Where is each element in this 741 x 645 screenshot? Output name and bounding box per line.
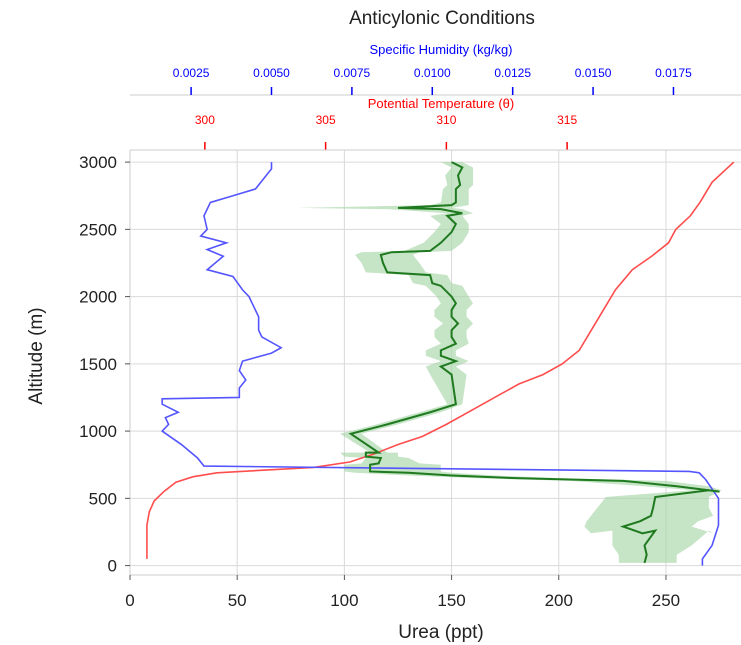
y-tick-label: 3000 [79, 153, 117, 172]
x-tick-label: 200 [545, 591, 573, 610]
theta-tick-label: 315 [557, 113, 577, 127]
y-tick-label: 1500 [79, 355, 117, 374]
theta-tick-label: 310 [436, 113, 456, 127]
x-tick-label: 150 [437, 591, 465, 610]
theta-tick-label: 305 [316, 113, 336, 127]
humidity-axis: 0.0025 0.0050 0.0075 0.0100 0.0125 0.0150 0.01… [130, 66, 741, 96]
humidity-tick-label: 0.0100 [414, 66, 451, 80]
theta-axis-label: Potential Temperature (θ) [368, 96, 514, 111]
x-tick-label: 100 [330, 591, 358, 610]
humidity-tick-label: 0.0075 [334, 66, 371, 80]
y-axis-label: Altitude (m) [26, 307, 47, 404]
humidity-tick-label: 0.0125 [494, 66, 531, 80]
y-tick-label: 0 [108, 557, 117, 576]
theta-axis: 300 305 310 315 [195, 113, 577, 150]
potential-temperature-line [146, 161, 735, 559]
humidity-tick-label: 0.0025 [173, 66, 210, 80]
humidity-tick-label: 0.0175 [655, 66, 692, 80]
x-tick-label: 0 [125, 591, 134, 610]
y-tick-label: 2000 [79, 288, 117, 307]
x-tick-label: 250 [652, 591, 680, 610]
specific-humidity-line [160, 162, 720, 566]
x-axis-label: Urea (ppt) [398, 622, 484, 643]
x-tick-label: 50 [228, 591, 247, 610]
chart-title: Anticylonic Conditions [349, 8, 535, 29]
theta-tick-label: 300 [195, 113, 215, 127]
humidity-tick-label: 0.0050 [253, 66, 290, 80]
urea-uncertainty-band [297, 162, 726, 563]
humidity-tick-label: 0.0150 [575, 66, 612, 80]
y-tick-label: 1000 [79, 422, 117, 441]
urea-mean-line [348, 161, 720, 564]
y-tick-label: 2500 [79, 220, 117, 239]
humidity-axis-label: Specific Humidity (kg/kg) [369, 42, 512, 57]
y-tick-label: 500 [89, 489, 117, 508]
